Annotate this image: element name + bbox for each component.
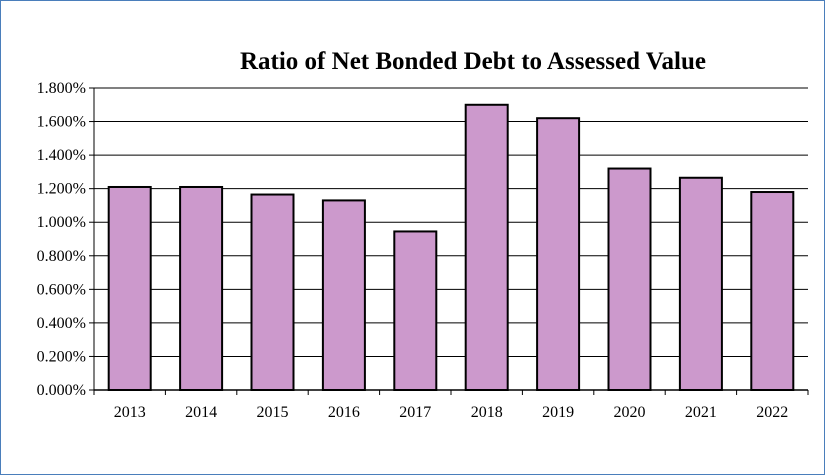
y-tick-label: 1.400% [37, 147, 86, 164]
x-axis-ticks: 2013 2014 2015 2016 2017 2018 2019 2020 2021 2022 [93, 390, 809, 421]
bars [107, 103, 795, 392]
x-tick-label: 2017 [399, 404, 431, 421]
y-tick-label: 1.200% [37, 181, 86, 198]
x-tick-label: 2020 [614, 404, 646, 421]
x-tick-label: 2018 [471, 404, 503, 421]
y-tick-label: 0.800% [37, 248, 86, 265]
y-tick-label: 0.600% [37, 281, 86, 298]
y-tick-label: 0.000% [37, 382, 86, 399]
bar-2015 [250, 193, 295, 391]
axes [93, 88, 808, 391]
bar-2016 [321, 199, 366, 391]
chart-title: Ratio of Net Bonded Debt to Assessed Val… [240, 48, 706, 75]
x-tick-label: 2015 [257, 404, 289, 421]
y-axis-ticks: 0.000% 0.200% 0.400% 0.600% 0.800% 1.000% 1.20… [37, 80, 94, 399]
x-tick-label: 2013 [114, 404, 146, 421]
y-tick-label: 1.000% [37, 214, 86, 231]
y-tick-label: 0.400% [37, 315, 86, 332]
x-tick-label: 2022 [756, 404, 788, 421]
bar-2014 [179, 185, 224, 391]
x-tick-label: 2014 [185, 404, 217, 421]
bar-2019 [536, 117, 581, 391]
bar-2021 [678, 176, 723, 391]
y-tick-label: 1.800% [37, 80, 86, 97]
bar-2020 [607, 167, 652, 391]
y-tick-label: 0.200% [37, 348, 86, 365]
bar-2022 [750, 191, 795, 391]
bar-2017 [393, 230, 438, 391]
x-tick-label: 2019 [542, 404, 574, 421]
x-tick-label: 2021 [685, 404, 717, 421]
bar-2018 [464, 103, 509, 392]
y-tick-label: 1.600% [37, 114, 86, 131]
x-tick-label: 2016 [328, 404, 360, 421]
bar-2013 [107, 185, 152, 391]
